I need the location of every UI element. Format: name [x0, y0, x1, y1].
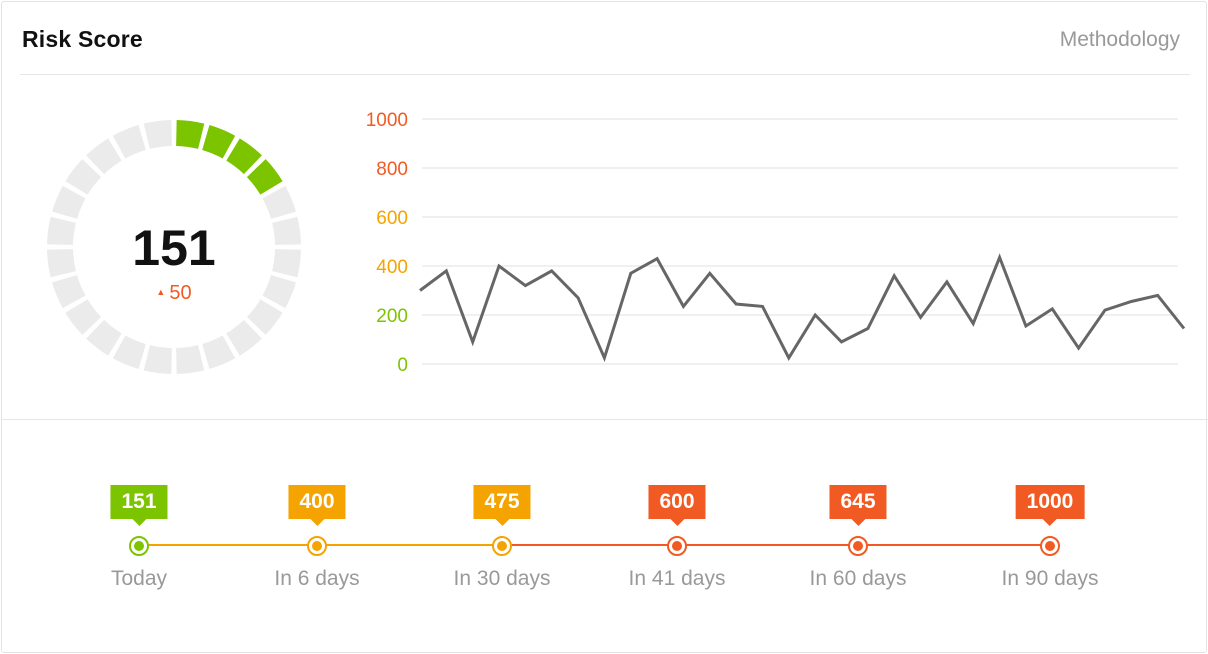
timeline-date-label: In 41 days [628, 567, 726, 590]
gauge-segment-empty [226, 319, 262, 356]
gauge-segment-filled [246, 159, 283, 195]
risk-score-series-line [419, 253, 1186, 363]
methodology-link[interactable]: Methodology [1059, 28, 1180, 51]
y-tick-label: 0 [397, 355, 408, 376]
gauge-delta-value: 50 [169, 282, 192, 304]
gauge-segment-empty [47, 249, 76, 278]
gauge-segment-empty [202, 335, 236, 369]
y-tick-label: 200 [376, 306, 408, 327]
triangle-up-icon: ▲ [156, 287, 166, 297]
timeline-score-badge: 645 [829, 485, 887, 526]
risk-history-chart: 1000 800 600 400 200 0 [366, 110, 1186, 376]
timeline-marker[interactable] [1040, 536, 1060, 556]
gauge-segment-filled [202, 125, 236, 159]
y-tick-label: 600 [376, 208, 408, 229]
gauge-score: 151 [132, 220, 216, 276]
timeline-marker[interactable] [307, 536, 327, 556]
risk-gauge: 151 ▲ 50 [46, 119, 302, 375]
gauge-segment-empty [272, 249, 301, 278]
gauge-segment-empty [112, 335, 146, 369]
timeline-date-label: Today [110, 567, 168, 590]
gauge-segment-empty [86, 138, 122, 175]
timeline-date-label: In 90 days [1001, 567, 1099, 590]
timeline-score-badge: 151 [110, 485, 168, 526]
timeline-marker[interactable] [492, 536, 512, 556]
gauge-segment-empty [143, 345, 172, 374]
gauge-segment-empty [65, 159, 102, 195]
gauge-segment-empty [262, 275, 296, 309]
y-tick-label: 400 [376, 257, 408, 278]
timeline-connector [317, 544, 502, 546]
timeline-score-badge: 1000 [1015, 485, 1085, 526]
gauge-segment-empty [272, 216, 301, 245]
gauge-ring [47, 120, 301, 374]
y-tick-label: 800 [376, 159, 408, 180]
gauge-segment-empty [176, 345, 205, 374]
card-header: Risk Score Methodology [20, 2, 1190, 75]
timeline-score-badge: 600 [648, 485, 706, 526]
gauge-segment-empty [262, 185, 296, 219]
gauge-segment-empty [112, 125, 146, 159]
timeline-date-label: In 60 days [809, 567, 907, 590]
gauge-segment-empty [47, 216, 76, 245]
timeline-marker[interactable] [129, 536, 149, 556]
timeline-score-badge: 400 [288, 485, 346, 526]
timeline-connector [502, 544, 677, 546]
timeline-connector [139, 544, 317, 546]
timeline-marker[interactable] [667, 536, 687, 556]
gauge-segment-empty [143, 120, 172, 149]
section-divider [2, 419, 1208, 420]
timeline-marker[interactable] [848, 536, 868, 556]
gauge-segment-empty [52, 275, 86, 309]
gauge-segment-empty [52, 185, 86, 219]
y-tick-label: 1000 [366, 110, 408, 131]
timeline-date-label: In 30 days [453, 567, 551, 590]
gauge-segment-empty [65, 299, 102, 335]
timeline-connector [858, 544, 1050, 546]
gauge-segment-filled [176, 120, 205, 149]
timeline-date-label: In 6 days [274, 567, 360, 590]
timeline-score-badge: 475 [473, 485, 531, 526]
gauge-delta: ▲ 50 [46, 282, 302, 305]
gauge-segment-empty [246, 299, 283, 335]
gauge-segment-filled [226, 138, 262, 175]
gauge-segment-empty [86, 319, 122, 356]
card-title: Risk Score [22, 26, 143, 52]
timeline-connector [677, 544, 858, 546]
